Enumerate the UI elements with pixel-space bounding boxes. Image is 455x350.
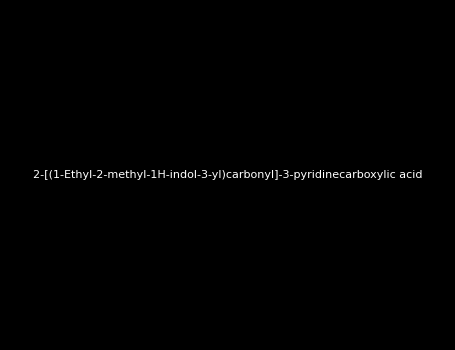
Text: 2-[(1-Ethyl-2-methyl-1H-indol-3-yl)carbonyl]-3-pyridinecarboxylic acid: 2-[(1-Ethyl-2-methyl-1H-indol-3-yl)carbo… [33, 170, 422, 180]
